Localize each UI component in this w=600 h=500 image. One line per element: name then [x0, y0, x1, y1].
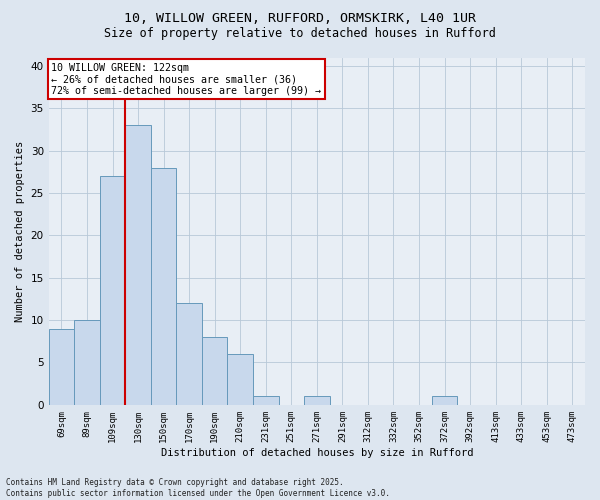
Text: Size of property relative to detached houses in Rufford: Size of property relative to detached ho…: [104, 28, 496, 40]
Bar: [151, 168, 176, 405]
Bar: [304, 396, 329, 405]
Text: Contains HM Land Registry data © Crown copyright and database right 2025.
Contai: Contains HM Land Registry data © Crown c…: [6, 478, 390, 498]
Text: 10, WILLOW GREEN, RUFFORD, ORMSKIRK, L40 1UR: 10, WILLOW GREEN, RUFFORD, ORMSKIRK, L40…: [124, 12, 476, 26]
Text: 10 WILLOW GREEN: 122sqm
← 26% of detached houses are smaller (36)
72% of semi-de: 10 WILLOW GREEN: 122sqm ← 26% of detache…: [52, 62, 322, 96]
Y-axis label: Number of detached properties: Number of detached properties: [15, 140, 25, 322]
Bar: [125, 126, 151, 405]
Bar: [100, 176, 125, 405]
Bar: [74, 320, 100, 405]
Bar: [49, 328, 74, 405]
Bar: [176, 303, 202, 405]
Bar: [202, 337, 227, 405]
Bar: [432, 396, 457, 405]
Bar: [227, 354, 253, 405]
Bar: [253, 396, 278, 405]
X-axis label: Distribution of detached houses by size in Rufford: Distribution of detached houses by size …: [161, 448, 473, 458]
